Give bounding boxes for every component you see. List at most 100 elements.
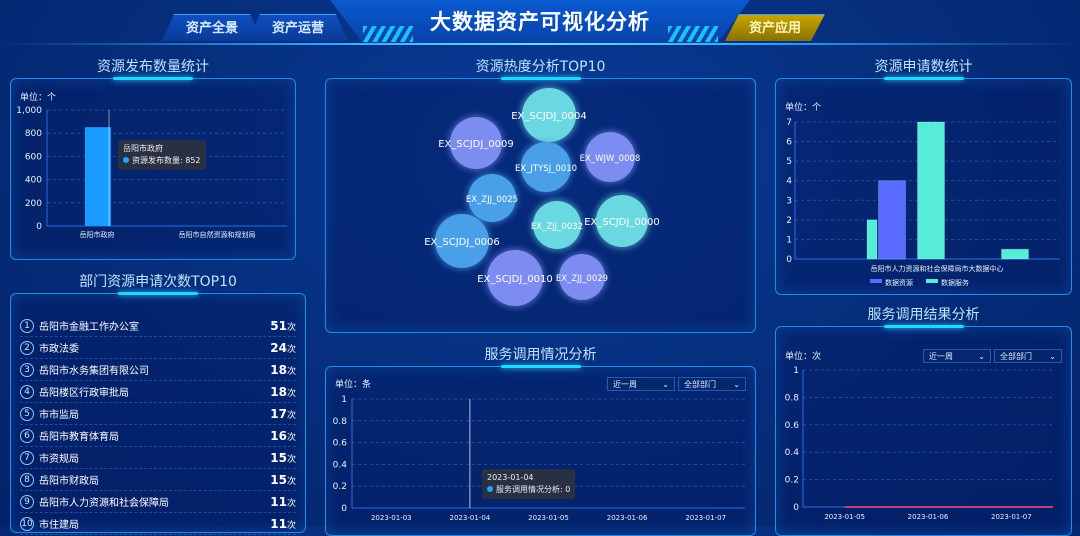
list-item[interactable]: 6 岳阳市教育体育局 16次 (20, 425, 296, 447)
legend-swatch (926, 279, 938, 283)
y-tick-label: 800 (25, 129, 42, 139)
bubble (435, 214, 489, 268)
y-tick-label: 4 (786, 177, 792, 187)
list-item[interactable]: 2 市政法委 24次 (20, 337, 296, 359)
y-tick-label: 200 (25, 199, 42, 209)
bubble-label: EX_SCJDJ_0010 (477, 274, 553, 285)
bubble-label: EX_ZJJ_0025 (466, 195, 518, 205)
nav-asset-operation[interactable]: 资产运营 (248, 14, 348, 41)
rank-badge: 6 (20, 428, 34, 443)
result-dept-select[interactable]: 全部部门 ⌄ (994, 349, 1062, 363)
bar (878, 180, 906, 260)
bubble-label: EX_SCJDJ_0006 (424, 237, 500, 248)
x-tick-label: 2023-01-06 (908, 513, 949, 521)
y-tick-label: 0.8 (785, 393, 800, 403)
list-item[interactable]: 9 岳阳市人力资源和社会保障局 11次 (20, 491, 296, 513)
x-tick-label: 2023-01-04 (450, 514, 491, 522)
x-tick-label: 2023-01-06 (607, 514, 648, 522)
y-tick-label: 0 (786, 255, 792, 265)
x-tick-label: 岳阳市人力资源和社会保障局市大数据中心 (871, 264, 1004, 273)
dept-name: 市市监局 (39, 410, 79, 421)
rank-badge: 4 (20, 384, 34, 399)
result-title: 服务调用结果分析 (867, 307, 980, 323)
y-tick-label: 0 (36, 222, 42, 232)
tooltip-value: 0 (565, 485, 571, 494)
bubble-label: EX_SCJDJ_0004 (511, 111, 587, 122)
list-item[interactable]: 3 岳阳市水务集团有限公司 18次 (20, 359, 296, 381)
result-period-select[interactable]: 近一周 ⌄ (923, 349, 991, 363)
list-item[interactable]: 8 岳阳市财政局 15次 (20, 469, 296, 491)
invoke-period-select[interactable]: 近一周 ⌄ (607, 377, 675, 391)
top10-panel (10, 293, 306, 533)
list-item[interactable]: 4 岳阳楼区行政审批局 18次 (20, 381, 296, 403)
rank-badge: 5 (20, 406, 34, 421)
y-tick-label: 0.8 (333, 417, 348, 427)
bubble (487, 250, 543, 306)
rank-badge: 2 (20, 340, 34, 355)
rank-badge: 8 (20, 472, 34, 487)
tooltip-series: 服务调用情况分析 (496, 485, 560, 494)
heat-title: 资源热度分析TOP10 (475, 59, 606, 75)
x-tick-label: 岳阳市自然资源和规划局 (179, 230, 256, 239)
invoke-title: 服务调用情况分析 (484, 347, 597, 363)
y-tick-label: 0.4 (785, 448, 800, 458)
apply-count: 18次 (270, 384, 296, 399)
invoke-unit: 单位：条 (335, 380, 372, 390)
bubble (533, 201, 581, 249)
chevron-down-icon: ⌄ (1049, 351, 1056, 361)
list-item[interactable]: 1 岳阳市金融工作办公室 51次 (20, 315, 296, 337)
apply-count: 11次 (270, 494, 296, 509)
y-tick-label: 0.6 (785, 421, 800, 431)
bubble (450, 117, 502, 169)
dept-name: 岳阳市水务集团有限公司 (39, 366, 149, 377)
bubble (521, 142, 571, 192)
bubble (585, 132, 635, 182)
chevron-down-icon: ⌄ (978, 351, 985, 361)
apply-unit: 单位：个 (785, 103, 822, 113)
bubble-label: EX_SCJDJ_0000 (584, 217, 660, 228)
decor-stripes-icon (363, 26, 413, 42)
invoke-dept-select[interactable]: 全部部门 ⌄ (678, 377, 746, 391)
tooltip-title: 2023-01-04 (487, 473, 534, 482)
legend-label: 数据资源 (885, 278, 913, 287)
release-unit: 单位：个 (20, 93, 57, 103)
dept-name: 岳阳市财政局 (39, 476, 99, 487)
dept-name: 岳阳楼区行政审批局 (39, 388, 129, 399)
bar (1001, 248, 1029, 260)
bubble (522, 88, 576, 142)
bar (866, 219, 878, 260)
bar (85, 127, 111, 226)
dept-name: 市资规局 (39, 454, 79, 465)
legend-label: 数据服务 (941, 278, 969, 287)
decor-stripes-icon (668, 26, 718, 42)
top10-title: 部门资源申请次数TOP10 (79, 274, 237, 290)
y-tick-label: 0.4 (333, 460, 348, 470)
y-tick-label: 1 (341, 395, 347, 405)
tooltip-title: 岳阳市政府 (123, 144, 163, 153)
bubble (468, 174, 516, 222)
nav-asset-application[interactable]: 资产应用 (725, 14, 825, 41)
y-tick-label: 5 (786, 157, 792, 167)
apply-count: 24次 (270, 340, 296, 355)
bar (917, 121, 945, 260)
select-value: 全部部门 (684, 379, 716, 389)
bubble-label: EX_ZJJ_0032 (531, 222, 583, 232)
apply-count: 16次 (270, 428, 296, 443)
x-tick-label: 2023-01-03 (371, 514, 412, 522)
tooltip-series: 资源发布数量 (132, 156, 180, 165)
x-tick-label: 岳阳市政府 (80, 230, 115, 239)
release-title: 资源发布数量统计 (97, 59, 209, 75)
y-tick-label: 2 (786, 216, 792, 226)
y-tick-label: 400 (25, 176, 42, 186)
page-title: 大数据资产可视化分析 (430, 10, 650, 34)
bubble (559, 254, 605, 300)
nav-asset-overview[interactable]: 资产全景 (162, 14, 262, 41)
dept-name: 岳阳市人力资源和社会保障局 (39, 498, 169, 509)
list-item[interactable]: 7 市资规局 15次 (20, 447, 296, 469)
list-item[interactable]: 5 市市监局 17次 (20, 403, 296, 425)
select-value: 近一周 (929, 351, 953, 361)
dept-name: 岳阳市金融工作办公室 (39, 322, 139, 333)
tooltip-value: 852 (185, 156, 201, 165)
heat-bubble-chart: EX_SCJDJ_0004EX_SCJDJ_0009EX_JTYSJ_0010E… (424, 86, 660, 308)
